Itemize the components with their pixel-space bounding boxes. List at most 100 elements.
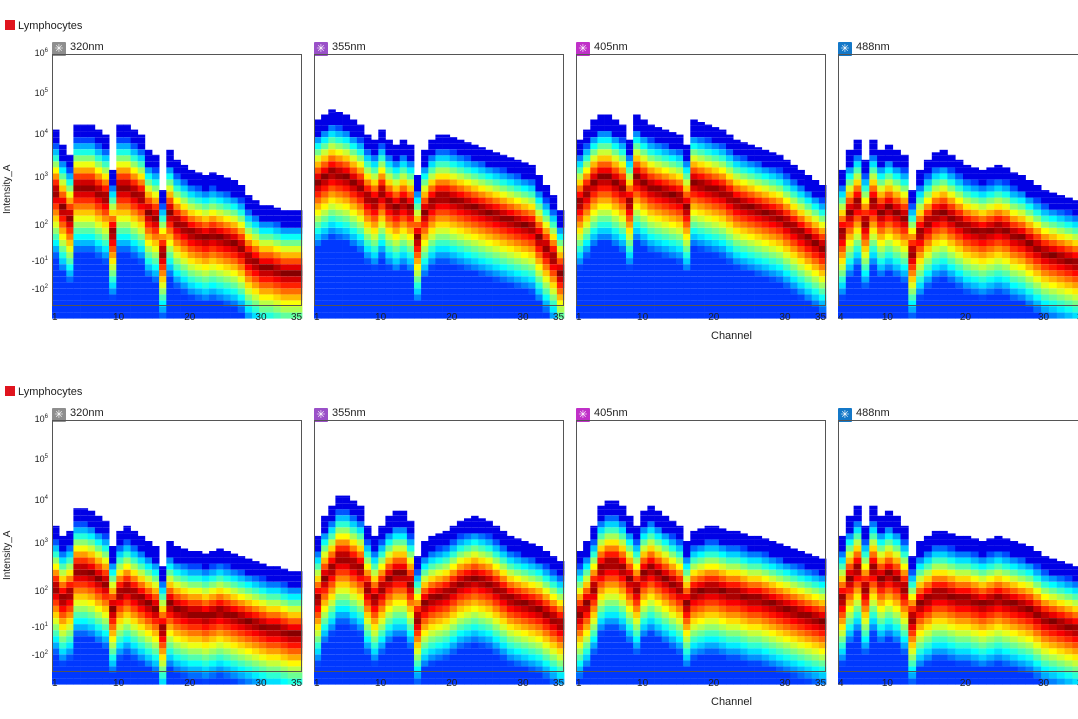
x-tick-label: 35 bbox=[553, 312, 565, 323]
panel-tab-488nm[interactable]: ✳ 488nm bbox=[838, 39, 890, 56]
channel-column bbox=[542, 551, 551, 685]
x-tick-label: 20 bbox=[446, 678, 458, 689]
panel-title: 355nm bbox=[332, 41, 366, 53]
y-axis-title: Intensity_A bbox=[2, 164, 13, 214]
channel-column bbox=[471, 144, 479, 319]
channel-column bbox=[1048, 192, 1058, 319]
x-tick-label: 20 bbox=[446, 312, 458, 323]
panel-title: 488nm bbox=[856, 407, 890, 419]
x-tick-label: 35 bbox=[815, 312, 827, 323]
channel-column bbox=[399, 139, 408, 319]
channel-column bbox=[328, 109, 336, 319]
channel-column bbox=[963, 164, 972, 319]
channel-column bbox=[1002, 538, 1011, 685]
channel-column bbox=[399, 510, 408, 685]
channel-column bbox=[668, 132, 677, 319]
channel-column bbox=[273, 207, 281, 319]
heatmap-panel-488nm bbox=[838, 54, 1078, 319]
channel-column bbox=[335, 112, 343, 319]
x-tick-label: 20 bbox=[708, 312, 720, 323]
chart-row-2: Lymphocytes Intensity_A 106 105 104 103 102 -10… bbox=[0, 374, 1078, 714]
channel-column bbox=[492, 525, 501, 685]
channel-column bbox=[711, 127, 720, 319]
y-tick-label: 103 bbox=[34, 172, 48, 182]
y-tick-label: 102 bbox=[34, 220, 48, 230]
laser-star-icon: ✳ bbox=[314, 408, 328, 422]
channel-column bbox=[1064, 563, 1073, 685]
panel-tab-488nm[interactable]: ✳ 488nm bbox=[838, 405, 890, 422]
x-tick-label: 1 bbox=[314, 678, 320, 689]
channel-column bbox=[838, 169, 847, 319]
panel-tab-405nm[interactable]: ✳ 405nm bbox=[576, 405, 628, 422]
panel-tab-320nm[interactable]: ✳ 320nm bbox=[52, 405, 104, 422]
legend-item[interactable]: Lymphocytes bbox=[5, 19, 82, 33]
channel-column bbox=[718, 129, 727, 319]
channel-column bbox=[356, 124, 365, 319]
y-tick-label: 105 bbox=[34, 454, 48, 464]
channel-column bbox=[1033, 185, 1042, 319]
channel-column bbox=[1056, 195, 1065, 319]
channel-column bbox=[690, 530, 698, 685]
channel-column bbox=[861, 159, 870, 319]
panel-tab-405nm[interactable]: ✳ 405nm bbox=[576, 39, 628, 56]
channel-column bbox=[676, 525, 684, 685]
channel-column bbox=[237, 556, 246, 685]
channel-column bbox=[811, 180, 820, 319]
channel-column bbox=[456, 139, 465, 319]
channel-column bbox=[223, 551, 231, 685]
panel-tab-320nm[interactable]: ✳ 320nm bbox=[52, 39, 104, 56]
y-tick-label: -102 bbox=[31, 650, 48, 660]
channel-column bbox=[535, 175, 543, 319]
x-tick-label: 10 bbox=[637, 678, 649, 689]
channel-column bbox=[633, 525, 641, 685]
channel-column bbox=[166, 149, 174, 319]
channel-column bbox=[230, 553, 239, 685]
y-tick-label: 106 bbox=[34, 48, 48, 58]
channel-column bbox=[884, 144, 894, 319]
panel-tab-355nm[interactable]: ✳ 355nm bbox=[314, 405, 366, 422]
channel-column bbox=[364, 525, 372, 685]
x-tick-label: 35 bbox=[815, 678, 827, 689]
channel-column bbox=[970, 538, 979, 685]
laser-star-icon: ✳ bbox=[838, 408, 852, 422]
channel-column bbox=[485, 520, 493, 685]
channel-column bbox=[1048, 558, 1058, 685]
channel-column bbox=[900, 525, 909, 685]
channel-column bbox=[102, 134, 110, 319]
channel-column bbox=[73, 508, 81, 685]
channel-column bbox=[853, 505, 862, 685]
channel-column bbox=[109, 546, 117, 685]
channel-column bbox=[633, 114, 641, 319]
channel-column bbox=[1009, 541, 1019, 685]
channel-column bbox=[754, 535, 763, 685]
channel-column bbox=[159, 190, 167, 319]
y-tick-label: 104 bbox=[34, 129, 48, 139]
channel-column bbox=[528, 543, 536, 685]
channel-column bbox=[768, 152, 777, 319]
x-tick-label: 30 bbox=[779, 312, 791, 323]
legend-item[interactable]: Lymphocytes bbox=[5, 385, 82, 399]
channel-column bbox=[492, 152, 501, 319]
channel-column bbox=[66, 154, 74, 319]
heatmap-panel-405nm bbox=[576, 54, 827, 319]
channel-column bbox=[754, 147, 763, 319]
channel-column bbox=[790, 164, 798, 319]
channel-column bbox=[845, 515, 854, 685]
channel-column bbox=[761, 538, 770, 685]
channel-column bbox=[294, 571, 303, 685]
heatmap-panel-405nm bbox=[576, 420, 827, 685]
x-tick-label: 30 bbox=[517, 312, 529, 323]
x-tick-label: 1 bbox=[314, 312, 320, 323]
x-tick-label: 20 bbox=[184, 678, 196, 689]
channel-column bbox=[342, 495, 351, 685]
channel-column bbox=[804, 175, 813, 319]
channel-column bbox=[521, 541, 529, 685]
channel-column bbox=[259, 205, 267, 319]
channel-column bbox=[947, 154, 956, 319]
panel-tab-355nm[interactable]: ✳ 355nm bbox=[314, 39, 366, 56]
laser-star-icon: ✳ bbox=[576, 42, 590, 56]
channel-column bbox=[371, 535, 379, 685]
channel-column bbox=[604, 500, 613, 685]
channel-column bbox=[378, 129, 386, 319]
channel-column bbox=[1017, 543, 1026, 685]
